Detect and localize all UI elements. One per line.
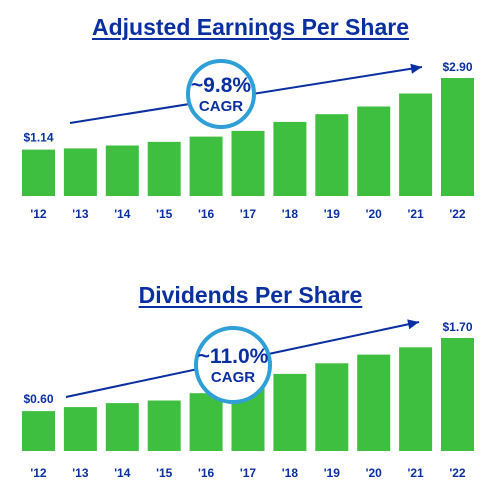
dps-bar-7 [315,363,349,451]
dps-tick-label-8: '20 [366,466,383,480]
dps-tick-label-7: '19 [324,466,341,480]
eps-tick-label-1: '13 [72,207,89,221]
dps-tick-label-2: '14 [114,466,131,480]
eps-first-value-label: $1.14 [23,131,53,145]
dps-tick-label-5: '17 [240,466,257,480]
eps-bar-8 [357,106,391,196]
dps-last-value-label: $1.70 [442,320,472,334]
eps-cagr-circle [186,59,256,129]
dps-tick-label-3: '15 [156,466,173,480]
eps-bar-0 [22,149,55,196]
dps-tick-label-10: '22 [449,466,466,480]
eps-tick-label-0: '12 [30,207,47,221]
eps-last-value-label: $2.90 [442,60,472,74]
eps-cagr-value: ~9.8% [191,74,251,97]
dps-tick-label-0: '12 [30,466,47,480]
dps-cagr-label: CAGR [211,369,255,386]
dps-chart-title: Dividends Per Share [138,282,363,308]
dps-bar-1 [63,407,97,451]
eps-bar-3 [147,141,181,196]
eps-bar-4 [189,136,223,196]
dps-bar-10 [441,338,474,451]
eps-tick-label-5: '17 [240,207,257,221]
eps-chart-title: Adjusted Earnings Per Share [92,14,409,40]
dps-bar-3 [147,400,181,451]
dps-cagr-circle [194,326,272,404]
eps-bar-2 [105,145,139,196]
dps-bar-6 [273,373,307,451]
eps-tick-label-6: '18 [282,207,299,221]
dps-first-value-label: $0.60 [23,392,53,406]
eps-tick-label-7: '19 [324,207,341,221]
dps-cagr-value: ~11.0% [198,345,269,368]
dps-bar-9 [399,347,433,451]
dps-bar-8 [357,354,391,451]
dps-bar-4 [189,393,223,451]
eps-tick-label-4: '16 [198,207,215,221]
dps-bar-2 [105,403,139,451]
eps-trend-arrow-head [410,63,422,74]
dps-tick-label-9: '21 [407,466,424,480]
dps-tick-label-6: '18 [282,466,299,480]
dps-tick-label-1: '13 [72,466,89,480]
dps-bar-0 [22,411,55,451]
dps-trend-arrow-head [407,319,419,330]
eps-bar-1 [63,148,97,196]
eps-bar-10 [441,78,474,196]
eps-bar-7 [315,114,349,196]
dps-tick-label-4: '16 [198,466,215,480]
eps-tick-label-2: '14 [114,207,131,221]
eps-tick-label-10: '22 [449,207,466,221]
eps-cagr-label: CAGR [199,98,243,115]
eps-bar-9 [399,93,433,196]
eps-tick-label-9: '21 [407,207,424,221]
eps-bar-5 [231,130,265,196]
eps-bar-6 [273,121,307,196]
eps-tick-label-3: '15 [156,207,173,221]
eps-tick-label-8: '20 [366,207,383,221]
